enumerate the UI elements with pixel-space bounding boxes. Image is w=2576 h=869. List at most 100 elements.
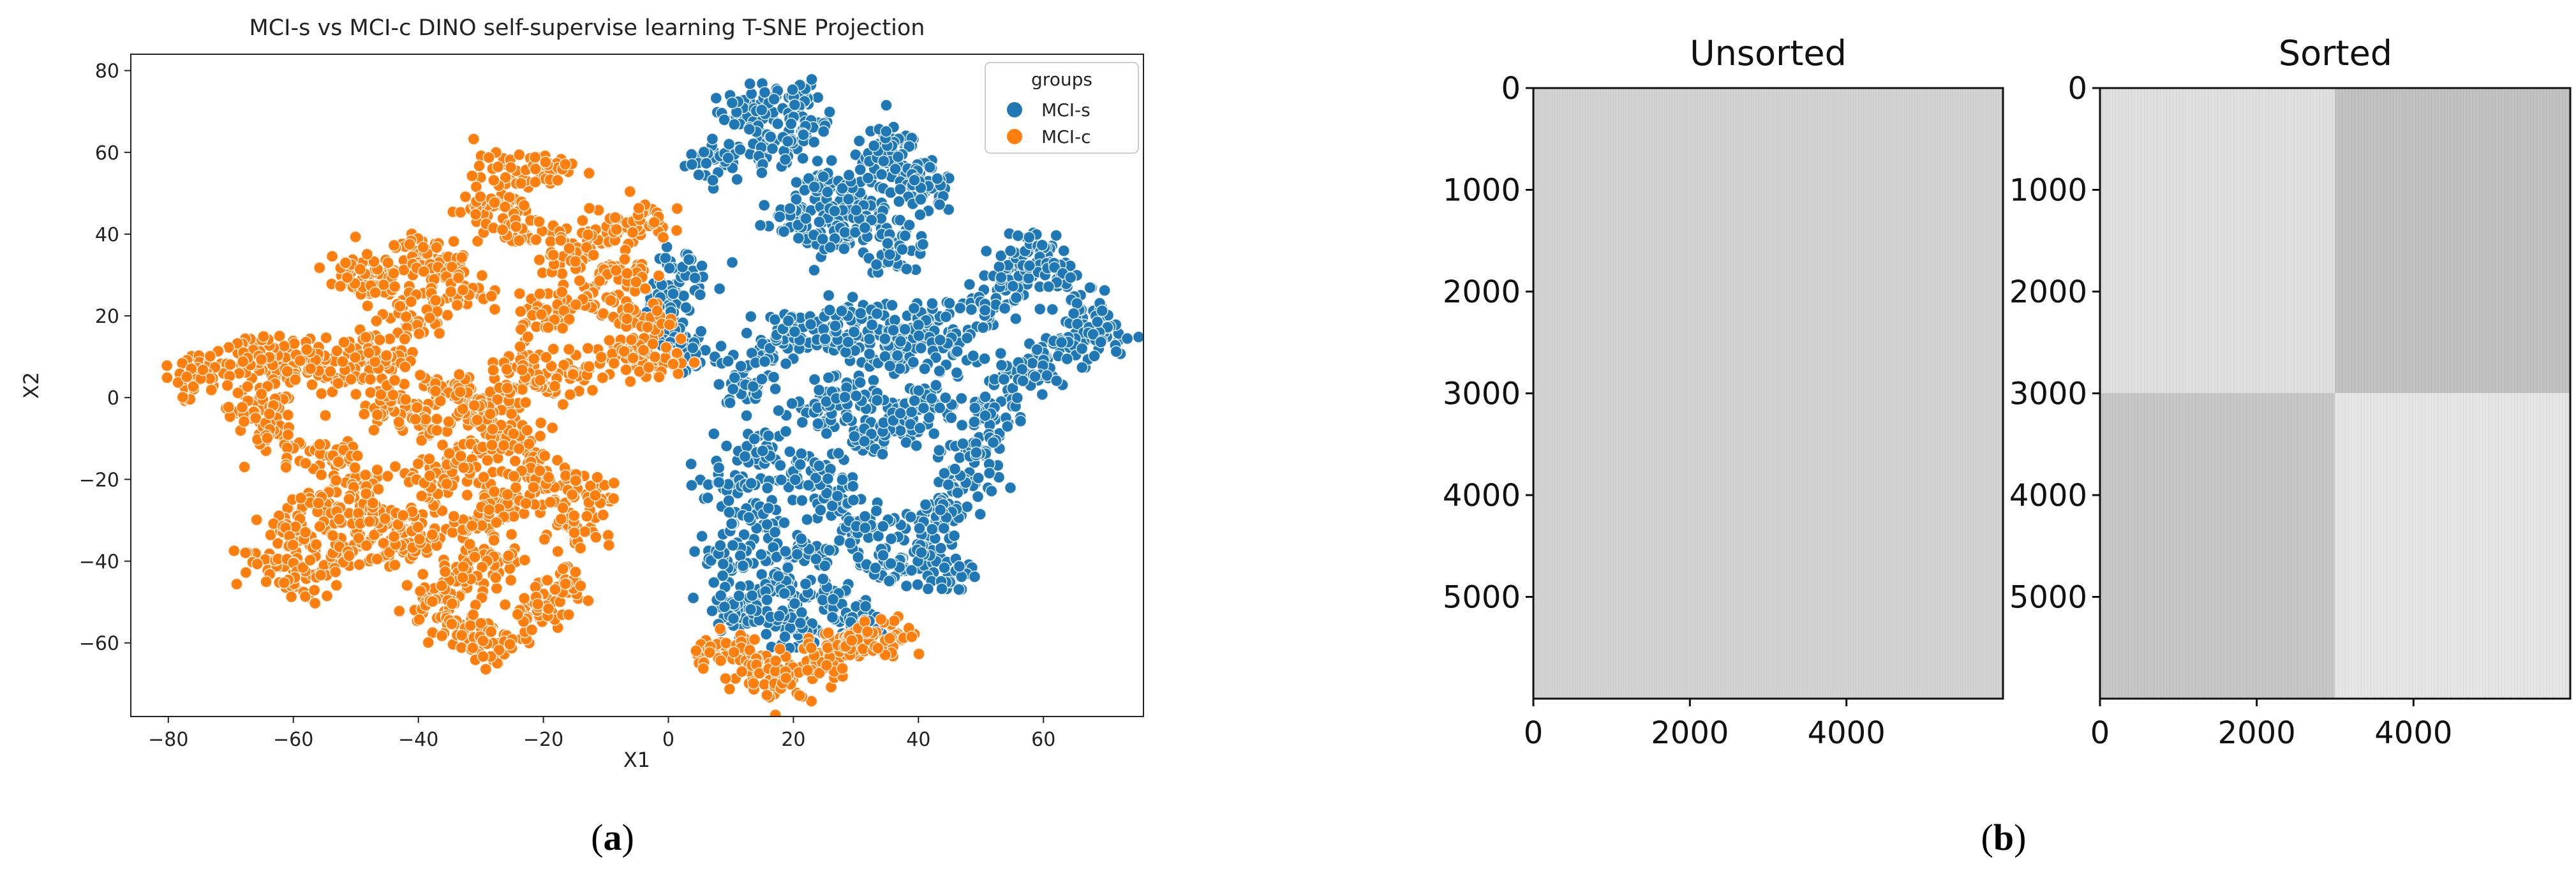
scatter-point	[455, 251, 468, 264]
scatter-point	[740, 327, 753, 339]
scatter-point	[913, 522, 926, 535]
scatter-point	[466, 519, 479, 532]
scatter-point	[805, 73, 818, 86]
scatter-point	[1036, 239, 1048, 252]
scatter-point	[1011, 229, 1025, 242]
scatter-point	[758, 86, 771, 99]
scatter-point	[491, 160, 505, 174]
scatter-points	[160, 73, 1143, 717]
scatter-point	[450, 299, 464, 312]
scatter-point	[893, 195, 905, 208]
scatter-point	[793, 689, 806, 702]
scatter-point	[1094, 336, 1107, 348]
scatter-point	[502, 549, 515, 562]
scatter-point	[490, 582, 503, 595]
scatter-point	[842, 336, 854, 348]
scatter-point	[796, 416, 809, 429]
y-tick-label: 0	[107, 387, 119, 410]
x-tick-label: 0	[2090, 715, 2110, 751]
scatter-point	[567, 368, 579, 381]
scatter-point	[822, 289, 835, 302]
scatter-point	[239, 546, 252, 560]
scatter-point	[939, 391, 952, 405]
scatter-point	[440, 477, 453, 491]
scatter-point	[930, 378, 942, 392]
scatter-point	[313, 520, 327, 533]
scatter-point	[723, 506, 736, 519]
scatter-point	[589, 489, 602, 502]
scatter-point	[983, 466, 996, 480]
scatter-point	[861, 625, 874, 638]
scatter-point	[912, 318, 925, 332]
scatter-point	[797, 128, 810, 141]
scatter-point	[446, 526, 459, 539]
scatter-point	[1098, 284, 1111, 297]
scatter-point	[680, 301, 692, 314]
scatter-point	[687, 591, 700, 605]
scatter-point	[671, 202, 683, 215]
scatter-point	[241, 380, 254, 393]
scatter-point	[914, 341, 928, 355]
scatter-point	[620, 312, 634, 325]
scatter-point	[850, 389, 863, 403]
scatter-point	[933, 364, 946, 378]
scatter-point	[852, 135, 866, 147]
scatter-point	[488, 196, 501, 209]
scatter-point	[487, 364, 500, 377]
scatter-point	[471, 413, 484, 427]
scatter-point	[743, 123, 756, 136]
scatter-point	[1042, 280, 1055, 293]
scatter-point	[542, 602, 555, 615]
scatter-point	[527, 352, 540, 366]
scatter-point	[415, 489, 428, 503]
scatter-point	[221, 379, 234, 392]
scatter-point	[865, 318, 879, 331]
scatter-point	[512, 442, 526, 456]
y-tick-label: 2000	[2009, 274, 2087, 310]
x-tick-label: 2000	[1651, 715, 1729, 751]
scatter-point	[399, 310, 413, 323]
scatter-point	[583, 202, 596, 215]
scatter-point	[534, 416, 547, 429]
scatter-point	[399, 360, 412, 373]
scatter-point	[445, 260, 459, 274]
scatter-point	[257, 330, 270, 343]
scatter-point	[500, 363, 514, 376]
scatter-point	[308, 597, 322, 610]
scatter-point	[859, 600, 872, 613]
scatter-point	[823, 544, 836, 557]
scatter-point	[442, 415, 456, 428]
scatter-point	[352, 507, 365, 520]
scatter-point	[538, 449, 551, 463]
scatter-point	[926, 297, 939, 310]
scatter-point	[888, 614, 901, 628]
scatter-point	[488, 485, 501, 498]
scatter-point	[967, 349, 979, 362]
scatter-point	[501, 382, 514, 395]
scatter-point	[620, 363, 632, 376]
scatter-point	[622, 302, 635, 315]
scatter-point	[712, 476, 726, 489]
scatter-point	[586, 383, 599, 397]
scatter-point	[712, 461, 726, 475]
scatter-point	[281, 408, 295, 422]
scatter-point	[823, 105, 836, 119]
scatter-point	[903, 140, 916, 153]
scatter-point	[700, 157, 713, 170]
scatter-point	[969, 401, 981, 415]
scatter-point	[748, 633, 761, 646]
scatter-point	[779, 425, 793, 438]
scatter-point	[463, 538, 477, 551]
scatter-point	[546, 421, 559, 434]
scatter-point	[547, 248, 560, 262]
scatter-point	[509, 220, 523, 234]
scatter-point	[745, 477, 757, 490]
scatter-point	[781, 135, 794, 148]
y-tick-label: 1000	[1443, 173, 1521, 209]
panel-a: MCI-s vs MCI-c DINO self-supervise learn…	[19, 15, 1144, 858]
scatter-point	[762, 501, 775, 515]
scatter-point	[812, 459, 826, 472]
scatter-point	[692, 168, 705, 181]
scatter-point	[426, 595, 439, 608]
